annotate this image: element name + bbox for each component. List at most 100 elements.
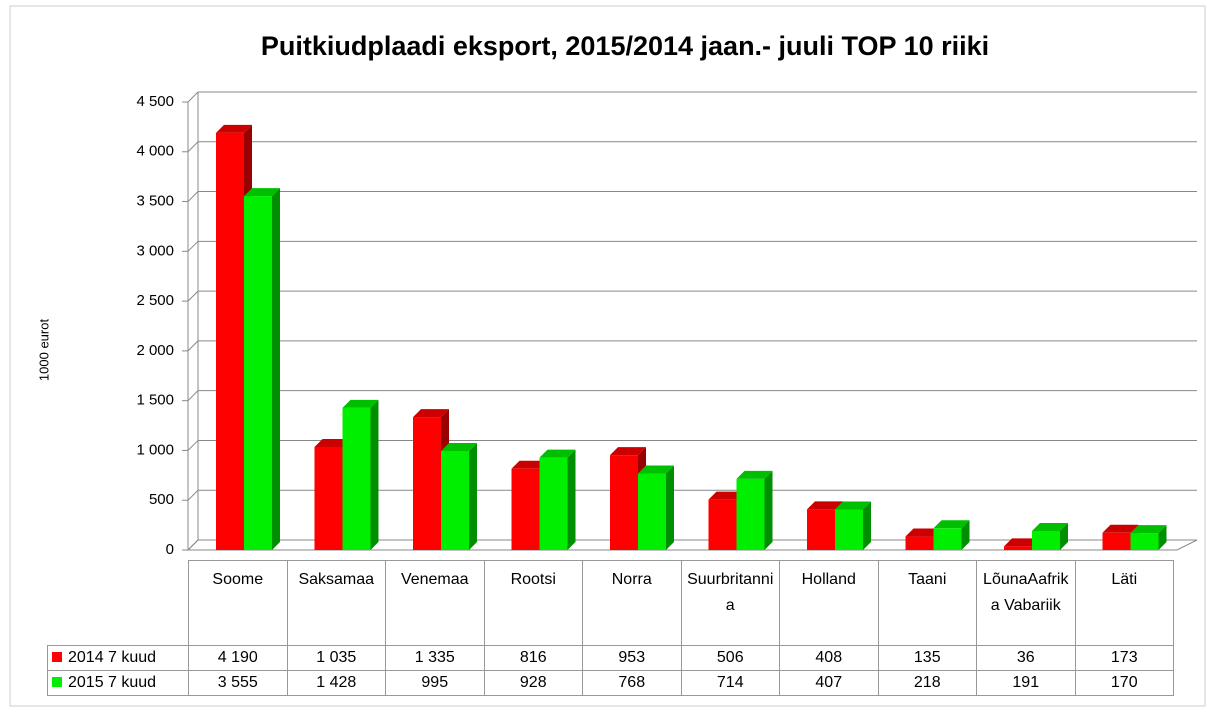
x-tick-label: Taani [877, 560, 977, 646]
bar-face [342, 407, 371, 550]
bar-face [933, 528, 962, 550]
bar-face [1102, 532, 1131, 550]
legend-key [52, 677, 62, 687]
x-tick-label: Norra [582, 560, 682, 646]
x-tick-label: Läti [1074, 560, 1174, 646]
legend-label: 2015 7 kuud [68, 674, 157, 691]
y-tick-label: 0 [166, 541, 174, 558]
y-tick-label: 3 000 [136, 242, 174, 259]
grid-line [187, 91, 1197, 103]
data-label: 768 [582, 670, 682, 696]
bar-face [567, 449, 576, 550]
bar-face [807, 501, 843, 510]
bar-face [342, 399, 379, 408]
grid-line [187, 290, 1197, 302]
frame [9, 5, 1206, 707]
bar-face [638, 473, 666, 550]
grid-line [187, 340, 1197, 352]
bar-face [905, 536, 934, 550]
bar-face [314, 438, 351, 447]
bar-face [610, 455, 638, 550]
bar-face [638, 465, 674, 474]
y-tick-label: 1 000 [136, 441, 174, 458]
bar [342, 399, 379, 550]
x-tick-label: Holland [779, 560, 879, 646]
bar-face [708, 499, 737, 550]
bar-face [1032, 530, 1060, 550]
bar-face [314, 446, 343, 550]
bar-face [933, 520, 970, 529]
bar-face [413, 417, 441, 550]
grid-line [187, 390, 1197, 402]
bar-face [961, 520, 970, 550]
bar-face [1032, 522, 1068, 531]
grid-line [187, 439, 1197, 451]
data-label: 135 [877, 645, 977, 671]
category-row: Soome Saksamaa Venemaa Rootsi Norra Suurbrita… [47, 560, 1174, 646]
y-tick-label: 2 500 [136, 292, 174, 309]
data-label: 408 [779, 645, 879, 671]
x-tick-label: Rootsi [483, 560, 583, 646]
bar [244, 188, 280, 550]
legend-entry: 2015 7 kuud [47, 670, 189, 696]
chart-title: Puitkiudplaadi eksport, 2015/2014 jaan.-… [261, 31, 989, 61]
data-label: 191 [976, 670, 1076, 696]
y-axis-label: 1000 eurot [36, 319, 51, 382]
bar-face [511, 468, 540, 550]
data-label: 928 [483, 670, 583, 696]
bar-face [835, 509, 863, 550]
bar-face [272, 188, 280, 550]
bar [933, 520, 970, 550]
data-label: 36 [976, 645, 1076, 671]
bar-face [1158, 525, 1167, 550]
bar [835, 501, 871, 550]
bar-face [863, 501, 871, 550]
bar-face [835, 501, 871, 510]
bar-face [736, 470, 773, 479]
bar-face [708, 491, 745, 500]
bar [1032, 522, 1068, 550]
bar-face [1130, 525, 1167, 534]
bar-face [905, 528, 942, 537]
y-tick-label: 4 000 [136, 143, 174, 160]
data-label: 3 555 [188, 670, 288, 696]
bar-face [511, 460, 548, 469]
bar-face [764, 470, 773, 550]
grid-line [187, 489, 1197, 501]
x-tick-label: Suurbritannia [680, 560, 780, 646]
y-tick-label: 1 500 [136, 392, 174, 409]
bar-face [216, 124, 252, 133]
legend-label: 2014 7 kuud [68, 649, 157, 666]
grid-line [187, 240, 1197, 252]
y-tick-label: 500 [149, 491, 174, 508]
bar [441, 442, 477, 550]
legend-entry: 2014 7 kuud [47, 645, 189, 671]
bar [736, 470, 773, 550]
bar-face [539, 457, 568, 550]
y-tick-label: 3 500 [136, 193, 174, 210]
bar [1130, 525, 1167, 550]
data-label: 506 [680, 645, 780, 671]
bar-face [441, 442, 477, 451]
data-label: 173 [1074, 645, 1174, 671]
bar-face [1060, 522, 1068, 550]
bar-face [1130, 533, 1159, 550]
data-label: 170 [1074, 670, 1174, 696]
series-row: 2015 7 kuud 3 555 1 428 995 928 768 714 407 218 1… [47, 670, 1174, 696]
y-tick-label: 4 500 [136, 93, 174, 110]
bar-face [1004, 538, 1040, 547]
bar [638, 465, 674, 550]
bar-face [666, 465, 674, 550]
series-row: 2014 7 kuud 4 190 1 035 1 335 816 953 506 408 13… [47, 645, 1174, 671]
x-tick-label: Venemaa [385, 560, 485, 646]
bar-face [539, 449, 576, 458]
bar-face [807, 509, 835, 550]
bar-face [1102, 524, 1139, 533]
x-tick-label: LõunaAafrika Vabariik [976, 560, 1076, 646]
legend-key [52, 652, 62, 662]
data-label: 1 035 [286, 645, 386, 671]
y-tick-label: 2 000 [136, 342, 174, 359]
bar-face [370, 399, 379, 550]
